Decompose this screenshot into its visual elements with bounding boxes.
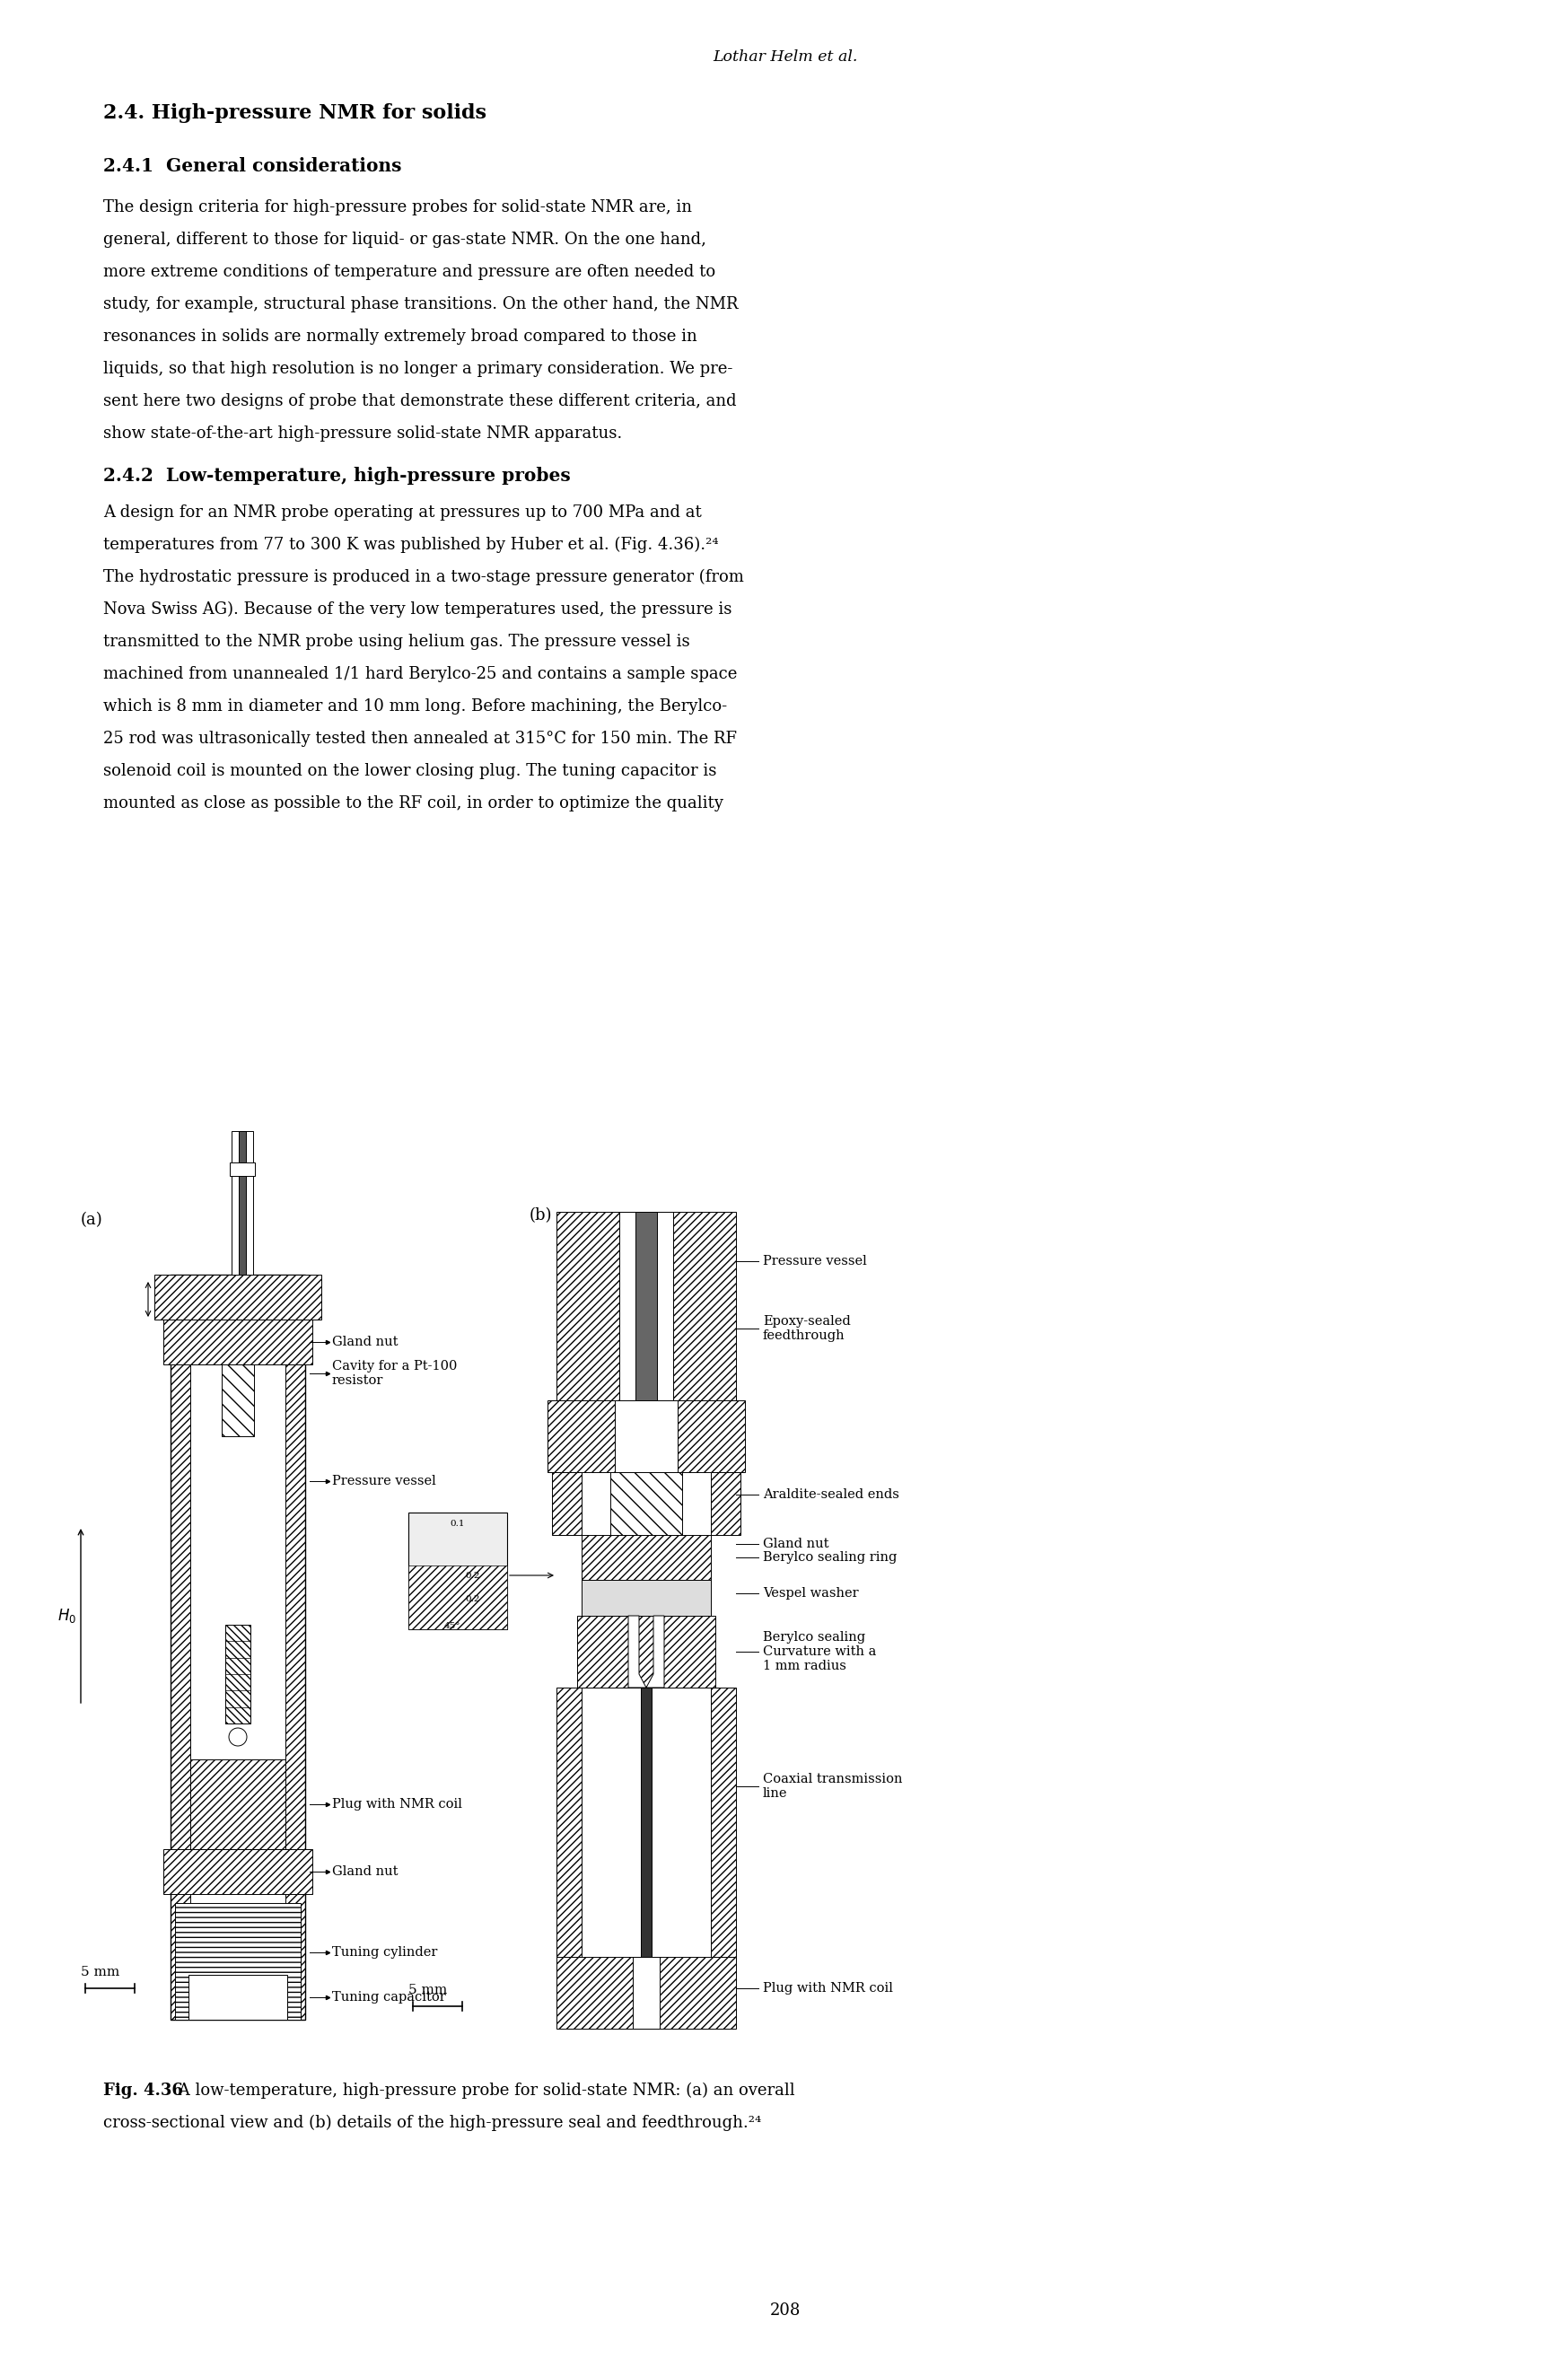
Text: A low-temperature, high-pressure probe for solid-state NMR: (a) an overall: A low-temperature, high-pressure probe f… bbox=[172, 2081, 795, 2098]
Bar bbox=[232, 1132, 252, 1274]
Text: more extreme conditions of temperature and pressure are often needed to: more extreme conditions of temperature a… bbox=[103, 263, 715, 279]
Text: mounted as close as possible to the RF coil, in order to optimize the quality: mounted as close as possible to the RF c… bbox=[103, 796, 723, 812]
Text: cross-sectional view and (b) details of the high-pressure seal and feedthrough.²: cross-sectional view and (b) details of … bbox=[103, 2115, 762, 2131]
Text: 25 rod was ultrasonically tested then annealed at 315°C for 150 min. The RF: 25 rod was ultrasonically tested then an… bbox=[103, 732, 737, 746]
Bar bbox=[171, 1274, 190, 2020]
Bar bbox=[615, 1399, 677, 1473]
Bar bbox=[188, 1975, 287, 2020]
Bar bbox=[285, 1274, 306, 2020]
Bar bbox=[230, 1163, 256, 1177]
Text: solenoid coil is mounted on the lower closing plug. The tuning capacitor is: solenoid coil is mounted on the lower cl… bbox=[103, 762, 717, 779]
Text: Nova Swiss AG). Because of the very low temperatures used, the pressure is: Nova Swiss AG). Because of the very low … bbox=[103, 601, 732, 618]
Text: Berylco sealing ring: Berylco sealing ring bbox=[764, 1551, 897, 1563]
Bar bbox=[171, 1274, 306, 2020]
Bar bbox=[154, 1274, 321, 1319]
Bar bbox=[582, 1534, 710, 1579]
Bar bbox=[557, 1212, 735, 1399]
Text: sent here two designs of probe that demonstrate these different criteria, and: sent here two designs of probe that demo… bbox=[103, 393, 737, 410]
Text: transmitted to the NMR probe using helium gas. The pressure vessel is: transmitted to the NMR probe using heliu… bbox=[103, 635, 690, 649]
Circle shape bbox=[229, 1729, 246, 1745]
Text: Pressure vessel: Pressure vessel bbox=[764, 1255, 867, 1267]
Text: 0.1: 0.1 bbox=[450, 1520, 466, 1527]
Bar bbox=[557, 1688, 582, 1956]
Text: 0.2: 0.2 bbox=[466, 1572, 480, 1579]
Bar bbox=[408, 1513, 506, 1629]
Text: 2.4.1  General considerations: 2.4.1 General considerations bbox=[103, 156, 401, 175]
Bar bbox=[710, 1688, 735, 1956]
Bar bbox=[163, 1849, 312, 1894]
Bar bbox=[577, 1615, 715, 1688]
Text: Vespel washer: Vespel washer bbox=[764, 1587, 859, 1601]
Text: Coaxial transmission
line: Coaxial transmission line bbox=[764, 1774, 903, 1800]
Text: (a): (a) bbox=[82, 1212, 103, 1229]
Text: Berylco sealing
Curvature with a
1 mm radius: Berylco sealing Curvature with a 1 mm ra… bbox=[764, 1632, 877, 1672]
Bar bbox=[633, 1956, 660, 2029]
Text: temperatures from 77 to 300 K was published by Huber et al. (Fig. 4.36).²⁴: temperatures from 77 to 300 K was publis… bbox=[103, 538, 718, 554]
Text: Tuning capacitor: Tuning capacitor bbox=[332, 1991, 445, 2003]
Bar bbox=[619, 1212, 673, 1399]
Polygon shape bbox=[629, 1615, 665, 1688]
Text: 2.4. High-pressure NMR for solids: 2.4. High-pressure NMR for solids bbox=[103, 104, 486, 123]
Bar bbox=[641, 1688, 652, 1956]
Text: general, different to those for liquid- or gas-state NMR. On the one hand,: general, different to those for liquid- … bbox=[103, 232, 706, 249]
Text: $H_0$: $H_0$ bbox=[58, 1608, 77, 1624]
Text: 5 mm: 5 mm bbox=[82, 1965, 119, 1977]
Text: Gland nut: Gland nut bbox=[764, 1537, 829, 1551]
Bar bbox=[610, 1473, 682, 1534]
Text: liquids, so that high resolution is no longer a primary consideration. We pre-: liquids, so that high resolution is no l… bbox=[103, 360, 732, 377]
Text: resonances in solids are normally extremely broad compared to those in: resonances in solids are normally extrem… bbox=[103, 329, 698, 346]
Bar bbox=[557, 1956, 735, 2029]
Text: Tuning cylinder: Tuning cylinder bbox=[332, 1946, 437, 1958]
Text: study, for example, structural phase transitions. On the other hand, the NMR: study, for example, structural phase tra… bbox=[103, 296, 739, 313]
Text: Gland nut: Gland nut bbox=[332, 1866, 398, 1878]
Bar bbox=[221, 1364, 254, 1437]
Text: The hydrostatic pressure is produced in a two-stage pressure generator (from: The hydrostatic pressure is produced in … bbox=[103, 568, 743, 585]
Bar bbox=[582, 1579, 710, 1615]
Text: Pressure vessel: Pressure vessel bbox=[332, 1475, 436, 1487]
Text: Araldite-sealed ends: Araldite-sealed ends bbox=[764, 1489, 898, 1501]
Text: which is 8 mm in diameter and 10 mm long. Before machining, the Berylco-: which is 8 mm in diameter and 10 mm long… bbox=[103, 699, 728, 715]
Text: 5 mm: 5 mm bbox=[408, 1984, 447, 1996]
Bar bbox=[163, 1319, 312, 1364]
Text: The design criteria for high-pressure probes for solid-state NMR are, in: The design criteria for high-pressure pr… bbox=[103, 199, 691, 215]
Text: 45°: 45° bbox=[444, 1622, 461, 1629]
Text: show state-of-the-art high-pressure solid-state NMR apparatus.: show state-of-the-art high-pressure soli… bbox=[103, 426, 622, 443]
Bar bbox=[710, 1473, 740, 1534]
Text: Cavity for a Pt-100
resistor: Cavity for a Pt-100 resistor bbox=[332, 1359, 458, 1388]
Bar bbox=[190, 1759, 285, 1849]
Bar bbox=[635, 1212, 657, 1399]
Text: (b): (b) bbox=[530, 1208, 552, 1224]
Bar bbox=[552, 1473, 582, 1534]
Text: 2.4.2  Low-temperature, high-pressure probes: 2.4.2 Low-temperature, high-pressure pro… bbox=[103, 466, 571, 485]
Bar bbox=[176, 1904, 301, 2020]
Bar bbox=[238, 1132, 246, 1274]
Text: A design for an NMR probe operating at pressures up to 700 MPa and at: A design for an NMR probe operating at p… bbox=[103, 504, 701, 521]
Bar bbox=[408, 1565, 506, 1629]
Bar bbox=[226, 1624, 251, 1724]
Text: machined from unannealed 1/1 hard Berylco-25 and contains a sample space: machined from unannealed 1/1 hard Berylc… bbox=[103, 665, 737, 682]
Text: 208: 208 bbox=[770, 2302, 801, 2318]
Text: Epoxy-sealed
feedthrough: Epoxy-sealed feedthrough bbox=[764, 1314, 851, 1343]
Text: Gland nut: Gland nut bbox=[332, 1336, 398, 1347]
Bar bbox=[547, 1399, 745, 1473]
Text: 0.2: 0.2 bbox=[466, 1596, 480, 1603]
Text: Plug with NMR coil: Plug with NMR coil bbox=[764, 1982, 892, 1994]
Text: Fig. 4.36: Fig. 4.36 bbox=[103, 2081, 183, 2098]
Text: Plug with NMR coil: Plug with NMR coil bbox=[332, 1797, 463, 1812]
Text: Lothar Helm et al.: Lothar Helm et al. bbox=[713, 50, 858, 64]
